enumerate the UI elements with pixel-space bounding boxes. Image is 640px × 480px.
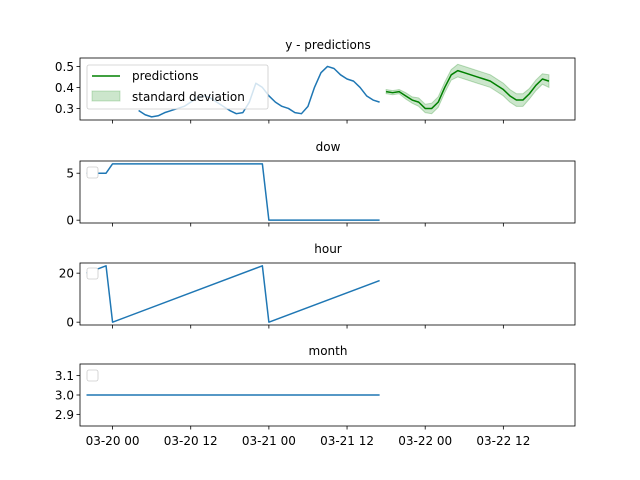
plot-area: [86, 265, 380, 323]
x-tick-label: 03-20 12: [164, 434, 218, 448]
x-tick-label: 03-20 00: [86, 434, 140, 448]
dow-panel: dow 05: [66, 140, 576, 228]
y-tick-label: 0: [66, 316, 74, 330]
month-panel: month 2.9 3.0 3.1 03-20 00 03-20 12 03-21 00…: [55, 344, 576, 448]
x-axis-labels: 03-20 00 03-20 12 03-21 00 03-21 12 03-22 00…: [86, 434, 531, 448]
y-tick-label: 0.5: [55, 60, 74, 74]
empty-legend-box: [86, 369, 99, 382]
x-ticks: [112, 223, 504, 227]
legend: predictions standard deviation: [86, 64, 269, 110]
x-tick-label: 03-22 00: [398, 434, 452, 448]
panel-title: y - predictions: [285, 38, 371, 52]
plot-area: [86, 163, 380, 221]
x-tick-label: 03-21 00: [242, 434, 296, 448]
axes-frame: [79, 262, 576, 326]
axes-frame: [79, 363, 576, 427]
y-axis: 05: [66, 167, 80, 228]
panel-title: dow: [316, 140, 341, 154]
legend-box: [86, 64, 269, 110]
x-tick-label: 03-22 12: [476, 434, 530, 448]
y-axis: 0.3 0.4 0.5: [55, 60, 80, 116]
y-tick-label: 2.9: [55, 408, 74, 422]
x-ticks: [112, 120, 504, 124]
hour-panel: hour 0 20: [59, 242, 576, 330]
legend-band-swatch: [91, 90, 121, 102]
series-line: [86, 163, 380, 221]
y-axis: 2.9 3.0 3.1: [55, 369, 80, 422]
legend-label-predictions: predictions: [132, 69, 198, 83]
axes-frame: [79, 57, 576, 121]
series-line-predictions: [386, 69, 550, 110]
legend-label-standard-deviation: standard deviation: [132, 90, 245, 104]
panel-title: hour: [314, 242, 342, 256]
series-line: [86, 265, 380, 323]
x-tick-label: 03-21 12: [320, 434, 374, 448]
axes-frame: [79, 160, 576, 224]
y-tick-label: 5: [66, 167, 74, 181]
x-ticks: [112, 325, 504, 329]
predictions-panel: y - predictions 0.3 0.4 0.5 predictions st…: [55, 38, 576, 124]
x-ticks: [112, 426, 504, 430]
y-tick-label: 0: [66, 214, 74, 228]
y-tick-label: 3.0: [55, 389, 74, 403]
y-tick-label: 20: [59, 267, 74, 281]
empty-legend-box: [86, 166, 99, 179]
empty-legend-box: [86, 267, 99, 280]
y-tick-label: 0.3: [55, 102, 74, 116]
panel-title: month: [309, 344, 348, 358]
y-tick-label: 3.1: [55, 369, 74, 383]
y-tick-label: 0.4: [55, 81, 74, 95]
y-axis: 0 20: [59, 267, 80, 330]
